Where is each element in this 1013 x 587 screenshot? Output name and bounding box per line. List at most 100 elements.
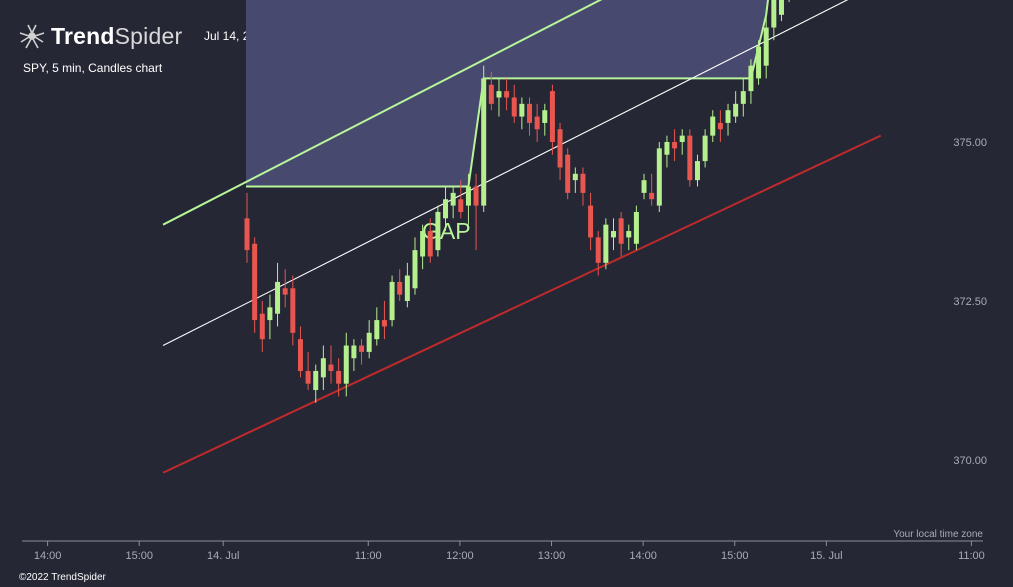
candle-up [778, 0, 784, 22]
candle-down [305, 351, 311, 391]
candle-up [733, 91, 739, 123]
candle-body [473, 186, 479, 206]
candle-body [649, 192, 655, 200]
candle-body [290, 288, 296, 333]
candle-body [656, 148, 662, 206]
channel-lines [162, 0, 882, 474]
candle-down [252, 237, 258, 333]
candle-body [450, 192, 456, 206]
candle-body [465, 186, 471, 206]
candle-body [672, 142, 678, 149]
candle-up [748, 59, 754, 104]
timezone-note: Your local time zone [893, 529, 983, 540]
candle-body [366, 332, 372, 352]
x-tick-label: 15:00 [721, 550, 749, 562]
candle-down [511, 84, 517, 123]
candle-up [389, 275, 395, 327]
x-tick-label: 14:00 [629, 550, 657, 562]
candle-body [702, 135, 708, 162]
candle-up [626, 224, 632, 251]
candle-body [267, 307, 273, 321]
candle-down [397, 269, 403, 301]
candle-down [381, 301, 387, 340]
candle-up [420, 224, 426, 270]
candle-down [473, 173, 479, 251]
candle-up [267, 294, 273, 340]
candle-body [412, 250, 418, 289]
x-tick-label: 11:00 [958, 550, 985, 562]
candle-down [427, 218, 433, 263]
brand-bold: Trend [51, 22, 115, 49]
candle-body [679, 135, 685, 142]
candle-body [381, 320, 387, 327]
candle-up [756, 40, 762, 85]
channel-lower-line [162, 134, 882, 474]
brand-name: TrendSpider [51, 23, 182, 50]
candle-up [763, 14, 769, 79]
candle-body [313, 370, 319, 391]
candle-down [687, 129, 693, 187]
candle-body [527, 103, 533, 123]
candle-body [595, 237, 601, 263]
candle-down [649, 173, 655, 206]
candle-body [641, 180, 647, 193]
axes: 370.00372.50375.00377.50380.0014:0015:00… [22, 137, 987, 562]
candle-up [351, 339, 357, 371]
candle-up [702, 129, 708, 168]
candle-body [756, 46, 762, 79]
candle-down [672, 129, 678, 162]
candle-body [244, 218, 250, 251]
candle-body [427, 231, 433, 257]
candle-body [420, 231, 426, 257]
candle-down [504, 78, 510, 111]
candle-up [641, 173, 647, 200]
candle-body [496, 91, 502, 98]
candle-body [519, 103, 525, 117]
candle-up [740, 78, 746, 117]
candle-body [740, 91, 746, 104]
candle-body [733, 103, 739, 117]
channel-upper-line [162, 0, 603, 226]
candle-down [458, 180, 464, 219]
candle-body [511, 97, 517, 117]
candle-body [343, 345, 349, 384]
candle-up [788, 0, 790, 3]
candle-up [656, 142, 662, 212]
candle-body [725, 110, 731, 123]
trendspider-logo: TrendSpider [19, 22, 182, 50]
candle-body [435, 211, 441, 251]
candle-body [481, 78, 487, 206]
candle-down [618, 211, 624, 257]
candle-down [580, 167, 586, 206]
candle-body [351, 345, 357, 359]
candle-up [465, 173, 471, 225]
candle-down [588, 192, 594, 251]
candle-body [397, 281, 403, 295]
candle-down [359, 339, 365, 365]
x-tick-label: 14:00 [34, 550, 62, 562]
candle-up [633, 205, 639, 251]
candle-body [282, 288, 288, 295]
candle-down [527, 97, 533, 136]
candle-down [282, 269, 288, 308]
candles [244, 0, 790, 403]
candle-body [610, 231, 616, 238]
candle-up [771, 0, 777, 41]
candle-up [679, 129, 685, 155]
x-tick-label: 14. Jul [207, 550, 239, 562]
candle-down [549, 84, 555, 155]
gap-fill [246, 0, 768, 187]
candle-body [694, 161, 700, 181]
candle-up [412, 237, 418, 295]
candle-body [389, 281, 395, 321]
candle-body [633, 211, 639, 244]
candle-body [618, 218, 624, 244]
candle-body [572, 173, 578, 181]
candle-body [320, 358, 326, 378]
candle-down [328, 345, 334, 384]
candle-body [687, 135, 693, 181]
y-tick-label: 375.00 [953, 137, 987, 149]
gap-zone: GAP [246, 0, 769, 244]
candle-down [565, 148, 571, 200]
